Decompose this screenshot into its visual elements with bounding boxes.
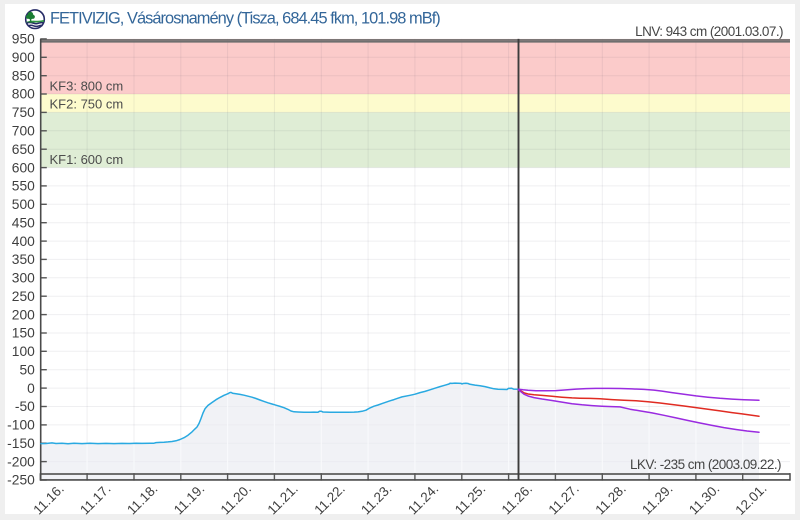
svg-text:750: 750: [12, 105, 35, 120]
svg-text:450: 450: [12, 215, 35, 230]
svg-text:50: 50: [19, 362, 35, 377]
svg-text:-200: -200: [7, 454, 35, 469]
svg-text:-250: -250: [7, 473, 35, 488]
svg-text:700: 700: [12, 124, 35, 139]
svg-text:-100: -100: [7, 418, 35, 433]
svg-text:900: 900: [12, 50, 35, 65]
svg-text:-50: -50: [15, 399, 35, 414]
svg-text:250: 250: [12, 289, 35, 304]
svg-text:850: 850: [12, 68, 35, 83]
svg-text:500: 500: [12, 197, 35, 212]
svg-text:200: 200: [12, 307, 35, 322]
svg-text:KF1: 600 cm: KF1: 600 cm: [50, 152, 124, 167]
svg-text:KF3: 800 cm: KF3: 800 cm: [50, 78, 124, 93]
svg-text:FETIVIZIG, Vásárosnamény (Tisz: FETIVIZIG, Vásárosnamény (Tisza, 684.45 …: [50, 10, 440, 28]
svg-text:600: 600: [12, 160, 35, 175]
svg-text:350: 350: [12, 252, 35, 267]
svg-text:800: 800: [12, 87, 35, 102]
svg-text:0: 0: [27, 381, 35, 396]
svg-text:550: 550: [12, 179, 35, 194]
svg-text:400: 400: [12, 234, 35, 249]
svg-text:650: 650: [12, 142, 35, 157]
svg-text:300: 300: [12, 271, 35, 286]
svg-text:KF2: 750 cm: KF2: 750 cm: [50, 97, 124, 112]
svg-text:-150: -150: [7, 436, 35, 451]
svg-text:LNV: 943 cm (2001.03.07.): LNV: 943 cm (2001.03.07.): [635, 24, 783, 39]
svg-text:LKV: -235 cm (2003.09.22.): LKV: -235 cm (2003.09.22.): [630, 457, 781, 472]
svg-text:150: 150: [12, 326, 35, 341]
svg-text:950: 950: [12, 32, 35, 47]
svg-text:100: 100: [12, 344, 35, 359]
